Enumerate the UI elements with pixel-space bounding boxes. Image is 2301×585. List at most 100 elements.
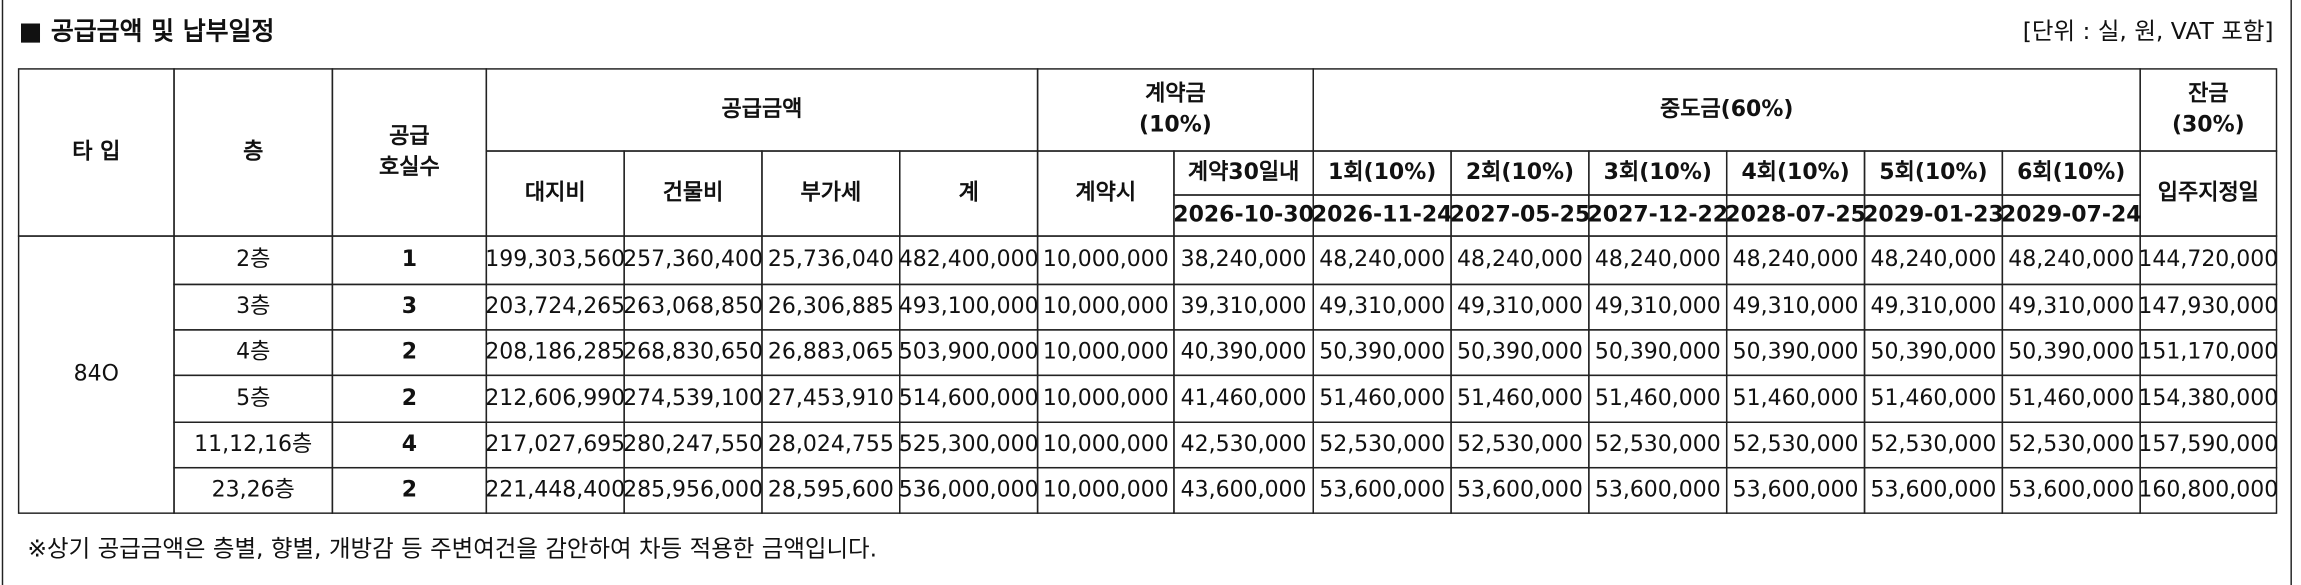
header-cell: 2회(10%): [1466, 160, 1574, 185]
header-cell: 2029-07-24: [2001, 203, 2142, 228]
body-cell: 285,956,000: [623, 477, 763, 502]
body-cell: 50,390,000: [1457, 340, 1583, 365]
header-cell: 2026-11-24: [1312, 203, 1453, 228]
body-cell: 3: [402, 294, 417, 319]
header-cell: 6회(10%): [2017, 160, 2125, 185]
body-cell: 48,240,000: [1870, 247, 1996, 272]
header-cell: 공급금액: [722, 97, 803, 122]
body-cell: 52,530,000: [1595, 432, 1721, 457]
body-cell: 49,310,000: [1733, 294, 1859, 319]
body-cell: 203,724,265: [485, 294, 625, 319]
body-cell: 503,900,000: [899, 340, 1039, 365]
body-cell: 268,830,650: [623, 340, 763, 365]
body-cell: 217,027,695: [485, 432, 625, 457]
header-cell: 잔금: [2188, 82, 2228, 107]
body-cell: 40,390,000: [1181, 340, 1307, 365]
body-cell: 53,600,000: [1870, 477, 1996, 502]
body-cell: 51,460,000: [1595, 386, 1721, 411]
body-cell: 52,530,000: [2008, 432, 2134, 457]
body-cell: 25,736,040: [768, 247, 894, 272]
body-cell: 28,024,755: [768, 432, 894, 457]
body-cell: 53,600,000: [1319, 477, 1445, 502]
body-cell: 199,303,560: [485, 247, 625, 272]
title: ■ 공급금액 및 납부일정: [19, 16, 275, 45]
body-cell: 39,310,000: [1181, 294, 1307, 319]
header-cell: 2027-12-22: [1587, 203, 1728, 228]
body-cell: 51,460,000: [1319, 386, 1445, 411]
header-cell: (10%): [1139, 112, 1212, 137]
body-cell: 43,600,000: [1181, 477, 1307, 502]
body-cell: 51,460,000: [1870, 386, 1996, 411]
note: ※상기 공급금액은 층별, 향별, 개방감 등 주변여건을 감안하여 차등 적용…: [27, 534, 877, 562]
body-cell: 263,068,850: [623, 294, 763, 319]
body-cell: 48,240,000: [1457, 247, 1583, 272]
body-cell: 2: [402, 477, 417, 502]
body-cell: 49,310,000: [1319, 294, 1445, 319]
header-cell: 입주지정일: [2158, 181, 2259, 206]
body-cell: 212,606,990: [485, 386, 625, 411]
body-cell: 53,600,000: [2008, 477, 2134, 502]
header-cell: 5회(10%): [1879, 160, 1987, 185]
body-cell: 50,390,000: [1595, 340, 1721, 365]
header-cell: 공급: [389, 124, 429, 149]
cell: [2139, 466, 2278, 514]
body-cell: 50,390,000: [1870, 340, 1996, 365]
body-cell: 147,930,000: [2138, 294, 2278, 319]
body-cell: 48,240,000: [1319, 247, 1445, 272]
body-cell: 52,530,000: [1457, 432, 1583, 457]
body-cell: 525,300,000: [899, 432, 1039, 457]
header-cell: 2029-01-23: [1863, 203, 2004, 228]
header-cell: 계약30일내: [1188, 160, 1299, 185]
body-cell: 50,390,000: [2008, 340, 2134, 365]
header-cell: 2027-05-25: [1450, 203, 1591, 228]
body-cell: 48,240,000: [2008, 247, 2134, 272]
body-cell: 208,186,285: [485, 340, 625, 365]
header-cell: 호실수: [379, 155, 440, 180]
header-cell: 층: [243, 139, 263, 164]
body-cell: 280,247,550: [623, 432, 763, 457]
body-cell: 221,448,400: [485, 477, 625, 502]
body-cell: 48,240,000: [1595, 247, 1721, 272]
header-cell: 계약시: [1075, 181, 1136, 206]
body-cell: 157,590,000: [2138, 432, 2278, 457]
body-cell: 51,460,000: [1457, 386, 1583, 411]
header-cell: 중도금(60%): [1660, 97, 1793, 122]
header-cell: 2028-07-25: [1725, 203, 1866, 228]
body-cell: 49,310,000: [2008, 294, 2134, 319]
body-cell: 1: [402, 247, 417, 272]
body-cell: 53,600,000: [1595, 477, 1721, 502]
body-cell: 38,240,000: [1181, 247, 1307, 272]
body-cell: 52,530,000: [1870, 432, 1996, 457]
body-cell: 51,460,000: [1733, 386, 1859, 411]
body-cell: 48,240,000: [1733, 247, 1859, 272]
unit: [단위 : 실, 원, VAT 포함]: [2023, 17, 2274, 45]
body-cell: 49,310,000: [1457, 294, 1583, 319]
type-cell: 84O: [74, 362, 119, 387]
body-cell: 482,400,000: [899, 247, 1039, 272]
body-cell: 514,600,000: [899, 386, 1039, 411]
body-cell: 26,883,065: [768, 340, 894, 365]
body-cell: 257,360,400: [623, 247, 763, 272]
header-cell: (30%): [2172, 112, 2245, 137]
body-cell: 151,170,000: [2138, 340, 2278, 365]
header-cell: 3회(10%): [1604, 160, 1712, 185]
body-cell: 23,26층: [212, 477, 295, 502]
header-cell: 계: [959, 181, 979, 206]
body-cell: 2층: [236, 247, 270, 272]
body-cell: 10,000,000: [1043, 432, 1169, 457]
body-cell: 27,453,910: [768, 386, 894, 411]
body-cell: 4층: [236, 340, 270, 365]
header-cell: 4회(10%): [1741, 160, 1849, 185]
header-cell: 타 입: [72, 139, 120, 164]
body-cell: 53,600,000: [1733, 477, 1859, 502]
body-cell: 10,000,000: [1043, 294, 1169, 319]
body-cell: 4: [402, 432, 417, 457]
body-cell: 11,12,16층: [194, 432, 312, 457]
body-cell: 493,100,000: [899, 294, 1039, 319]
body-cell: 28,595,600: [768, 477, 894, 502]
body-cell: 2: [402, 340, 417, 365]
body-cell: 274,539,100: [623, 386, 763, 411]
body-cell: 10,000,000: [1043, 386, 1169, 411]
